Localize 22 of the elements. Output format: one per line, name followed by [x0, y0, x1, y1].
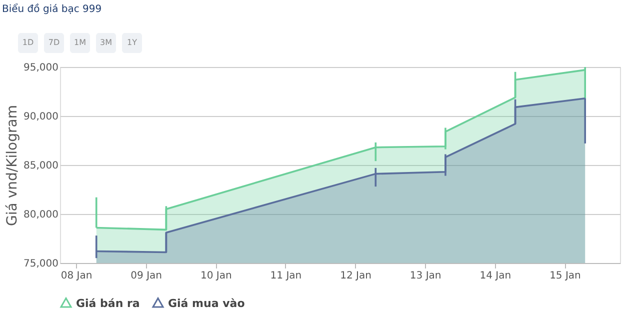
y-tick-label: 80,000 — [24, 210, 58, 220]
text: 1D — [22, 38, 34, 47]
text: 3M — [100, 38, 112, 47]
text: 1Y — [127, 38, 138, 47]
x-tick-label: 13 Jan — [410, 270, 442, 282]
x-tick-label: 11 Jan — [270, 270, 302, 282]
text: 7D — [48, 38, 60, 47]
text: 1M — [74, 38, 86, 47]
y-tick-label: 85,000 — [24, 160, 58, 172]
x-tick-label: 08 Jan — [60, 270, 92, 282]
legend-label: Giá mua vào — [168, 297, 246, 310]
x-tick-label: 09 Jan — [130, 270, 162, 282]
y-tick-label: 75,000 — [24, 258, 58, 270]
y-tick-label: 90,000 — [24, 112, 58, 122]
x-tick-label: 15 Jan — [550, 270, 581, 282]
x-tick-label: 14 Jan — [480, 270, 512, 282]
x-tick-label: 10 Jan — [200, 270, 232, 282]
legend-label: Giá bán ra — [76, 297, 140, 310]
y-axis-title: Giá vnd/Kilogram — [4, 105, 21, 226]
x-tick-label: 12 Jan — [340, 270, 372, 282]
y-tick-label: 95,000 — [24, 62, 58, 74]
chart-title: Biểu đồ giá bạc 999 — [2, 3, 102, 15]
